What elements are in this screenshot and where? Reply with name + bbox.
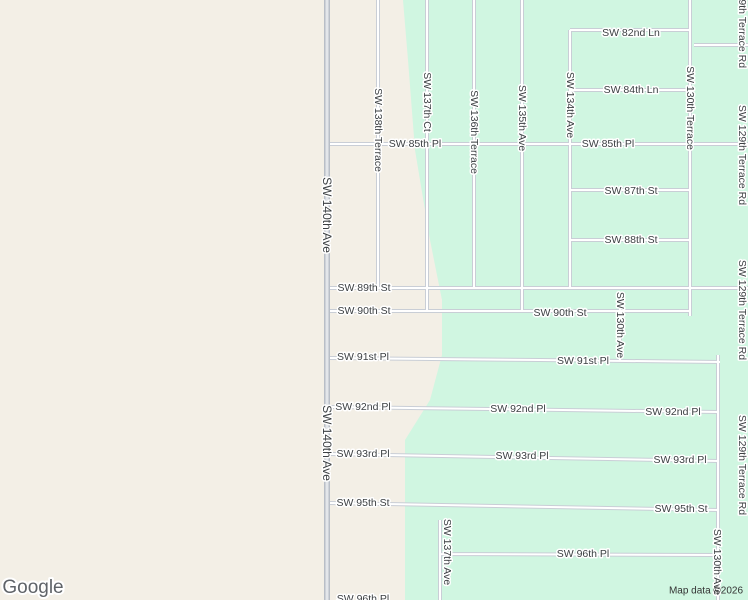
street-label: SW 82nd Ln — [602, 27, 660, 39]
street-label: SW 85th Pl — [389, 138, 442, 150]
park-area — [403, 0, 748, 600]
street-label: SW 137th Ave — [441, 519, 453, 586]
street-label: SW 135th Ave — [516, 85, 528, 152]
street-label: SW 92nd Pl — [335, 401, 390, 413]
street-label: SW 95th St — [336, 497, 389, 509]
street-label: SW 95th St — [654, 503, 707, 515]
street-label: SW 134th Ave — [564, 72, 576, 139]
street-labels: SW 140th Ave SW 140th Ave SW 138th Terrace… — [318, 0, 748, 600]
street-label: SW 90th St — [337, 305, 390, 317]
street-label: SW 93rd Pl — [336, 448, 389, 460]
street-label: SW 85th Pl — [582, 138, 635, 150]
street-label: SW 130th Terrace — [684, 66, 696, 150]
street-label: SW 93rd Pl — [495, 450, 548, 462]
street-label: SW 140th Ave — [320, 405, 334, 481]
street-label: SW 96th Pl — [557, 548, 610, 560]
street-label: SW 91st Pl — [337, 351, 389, 363]
street-label: SW 84th Ln — [604, 84, 659, 96]
street-label: SW 140th Ave — [320, 177, 334, 253]
roads — [324, 0, 748, 600]
street-label: SW 91st Pl — [557, 355, 609, 367]
street-label: SW 129th Terrace Rd — [736, 0, 748, 68]
street-label: SW 136th Terrace — [468, 90, 480, 174]
street-label: SW 90th St — [533, 307, 586, 319]
street-label: SW 129th Terrace Rd — [736, 415, 748, 515]
street-label: SW 129th Terrace Rd — [736, 105, 748, 205]
street-label: SW 138th Terrace — [372, 88, 384, 172]
street-label: SW 87th St — [604, 185, 657, 197]
street-label: SW 89th St — [337, 282, 390, 294]
street-label: SW 92nd Pl — [490, 403, 545, 415]
street-label: SW 137th Ct — [421, 72, 433, 132]
street-label: SW 130th Ave — [614, 292, 626, 359]
street-label: SW 93rd Pl — [653, 454, 706, 466]
street-label: SW 88th St — [604, 234, 657, 246]
street-label: SW 92nd Pl — [645, 406, 700, 418]
attribution: Map data ©2026 — [669, 586, 744, 597]
street-label: SW 96th Pl — [337, 593, 390, 600]
street-label: SW 130th Ave — [711, 529, 723, 596]
google-logo: Google — [2, 577, 63, 598]
street-label: SW 129th Terrace Rd — [736, 260, 748, 360]
